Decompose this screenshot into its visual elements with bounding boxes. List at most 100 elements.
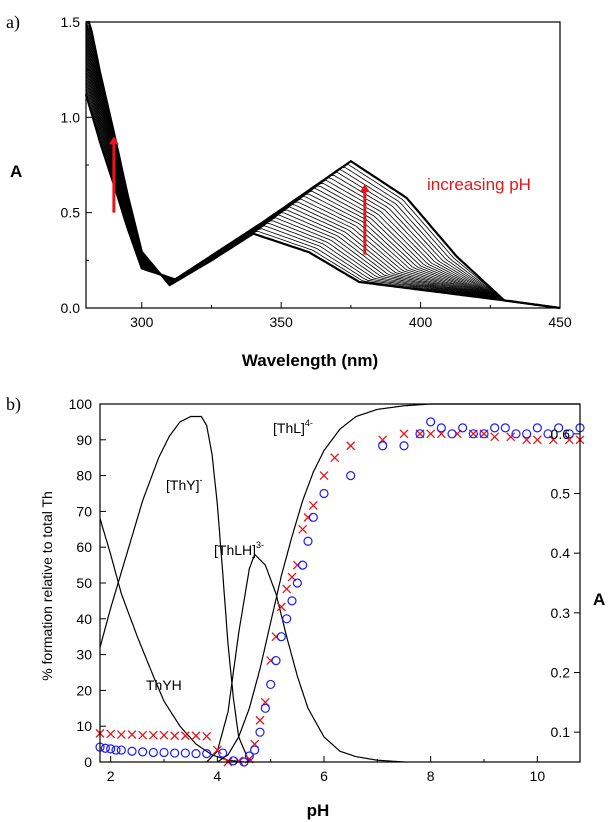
absorbance-x-marker bbox=[180, 731, 190, 741]
absorbance-o-marker bbox=[500, 423, 510, 433]
y-tick-label: 100 bbox=[69, 396, 93, 412]
spectrum-line bbox=[86, 21, 561, 309]
absorbance-o-marker bbox=[415, 429, 425, 439]
right-y-tick-label: 0.1 bbox=[551, 724, 571, 740]
absorbance-o-marker bbox=[298, 560, 308, 570]
y-tick-label: 1.5 bbox=[61, 14, 81, 30]
x-tick-label: 4 bbox=[213, 768, 221, 784]
x-marker-stroke bbox=[170, 731, 180, 741]
species-curve-1 bbox=[99, 415, 250, 763]
x-tick-label: 10 bbox=[530, 768, 546, 784]
species-label-3: [ThL]4- bbox=[273, 418, 313, 436]
absorbance-o-marker bbox=[447, 429, 457, 439]
x-tick-label: 6 bbox=[320, 768, 328, 784]
absorbance-x-marker bbox=[319, 471, 329, 481]
absorbance-x-marker bbox=[399, 429, 409, 439]
absorbance-x-marker bbox=[346, 441, 356, 451]
right-y-tick-label: 0.3 bbox=[551, 605, 571, 621]
y-tick-label: 0 bbox=[84, 754, 92, 770]
absorbance-o-marker bbox=[468, 429, 478, 439]
species-label-0: ThYH bbox=[146, 677, 182, 693]
x-marker-stroke bbox=[106, 729, 116, 739]
increasing-ph-arrowhead bbox=[359, 184, 370, 193]
absorbance-x-marker bbox=[532, 435, 542, 445]
absorbance-o-marker bbox=[228, 756, 238, 766]
panel-a-frame bbox=[85, 21, 561, 309]
panel-a: a) A Wavelength (nm) increasing pH 300 35… bbox=[6, 12, 572, 370]
absorbance-o-marker bbox=[276, 632, 286, 642]
x-marker-stroke bbox=[319, 471, 329, 481]
absorbance-o-marker bbox=[148, 747, 158, 758]
panel-a-x-axis-title: Wavelength (nm) bbox=[242, 351, 378, 370]
absorbance-x-marker bbox=[127, 730, 137, 740]
absorbance-o-marker bbox=[282, 614, 292, 624]
x-marker-stroke bbox=[399, 429, 409, 439]
y-tick-label: 60 bbox=[76, 539, 92, 555]
species-label-1: [ThY]- bbox=[166, 475, 202, 493]
absorbance-o-marker bbox=[106, 744, 116, 754]
absorbance-o-marker bbox=[266, 679, 276, 690]
panel-b-axes: 2 4 6 8 1001020304050607080901000.10.20.30.4… bbox=[69, 396, 581, 784]
absorbance-o-marker bbox=[522, 429, 532, 439]
y-tick-label: 1.0 bbox=[61, 109, 81, 125]
panel-b-frame bbox=[99, 403, 581, 763]
absorbance-o-marker bbox=[191, 749, 201, 759]
panel-b-right-y-axis-title: A bbox=[593, 590, 605, 609]
absorbance-o-marker bbox=[255, 727, 265, 737]
x-marker-stroke bbox=[202, 731, 212, 741]
absorbance-o-marker bbox=[292, 578, 302, 588]
panel-a-label: a) bbox=[6, 12, 20, 33]
x-marker-stroke bbox=[212, 745, 222, 755]
absorbance-o-marker bbox=[271, 655, 281, 666]
absorbance-o-marker bbox=[479, 429, 489, 439]
right-y-tick-label: 0.4 bbox=[551, 545, 571, 561]
x-tick-label: 350 bbox=[269, 314, 293, 330]
spectrum-line bbox=[85, 21, 561, 309]
panel-b: b) % formation relative to total Th A pH… bbox=[6, 394, 605, 820]
x-tick-label: 450 bbox=[548, 314, 572, 330]
spectrum-line bbox=[85, 34, 561, 309]
absorbance-x-marker bbox=[212, 745, 222, 755]
x-marker-stroke bbox=[532, 435, 542, 445]
spectrum-line bbox=[85, 90, 561, 309]
absorbance-o-marker bbox=[260, 703, 270, 713]
x-marker-stroke bbox=[148, 730, 158, 740]
panel-b-x-axis-title: pH bbox=[307, 801, 330, 820]
absorbance-x-marker bbox=[106, 729, 116, 739]
absorbance-o-marker bbox=[399, 441, 409, 451]
absorbance-o-marker bbox=[436, 423, 446, 433]
spectrum-line bbox=[85, 21, 561, 309]
x-marker-stroke bbox=[255, 715, 265, 725]
y-tick-label: 30 bbox=[76, 647, 92, 663]
x-marker-stroke bbox=[127, 730, 137, 740]
absorbance-x-marker bbox=[255, 715, 265, 725]
x-marker-stroke bbox=[346, 441, 356, 451]
right-y-tick-label: 0.5 bbox=[551, 486, 571, 502]
y-tick-label: 90 bbox=[76, 432, 92, 448]
absorbance-x-marker bbox=[282, 584, 292, 594]
spectrum-line bbox=[85, 30, 561, 309]
absorbance-x-marker bbox=[308, 500, 318, 510]
absorbance-o-marker bbox=[138, 747, 148, 757]
absorbance-x-marker bbox=[202, 731, 212, 741]
y-tick-label: 0.0 bbox=[61, 300, 81, 316]
spectrum-line bbox=[85, 21, 561, 309]
x-marker-stroke bbox=[506, 432, 516, 442]
absorbance-o-marker bbox=[378, 441, 388, 451]
absorbance-o-marker bbox=[308, 512, 318, 522]
absorbance-x-marker bbox=[506, 432, 516, 442]
spectrum-line bbox=[85, 37, 561, 309]
absorbance-x-marker bbox=[191, 731, 201, 741]
spectrum-line bbox=[85, 24, 561, 309]
panel-b-label: b) bbox=[6, 394, 21, 415]
absorbance-o-marker bbox=[543, 429, 553, 439]
absorbance-o-marker bbox=[319, 488, 329, 499]
absorbance-o-marker bbox=[458, 423, 468, 433]
x-marker-stroke bbox=[276, 602, 286, 612]
absorbance-o-marker bbox=[159, 747, 169, 758]
panel-b-species-curves bbox=[99, 403, 580, 763]
x-marker-stroke bbox=[159, 730, 169, 740]
absorbance-o-marker bbox=[287, 596, 297, 606]
absorbance-o-marker bbox=[100, 743, 110, 753]
